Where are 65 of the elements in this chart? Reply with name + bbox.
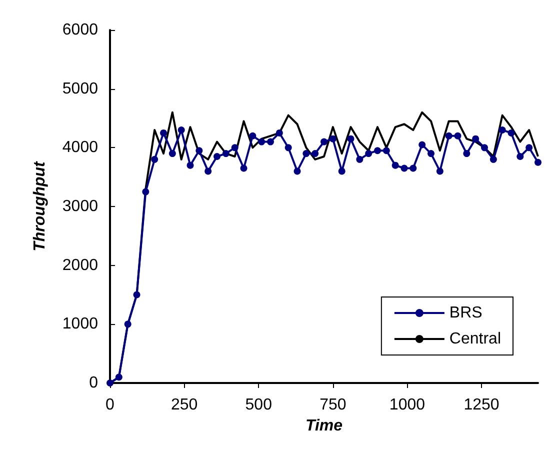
point [508,129,515,136]
point [463,150,470,158]
point [276,129,283,136]
point [249,132,256,140]
point [436,168,444,175]
point [214,152,220,160]
point [231,144,238,152]
point [196,147,203,154]
point [267,138,274,146]
y-tick-label: 3000 [62,198,98,215]
point [312,150,319,158]
x-tick-label: 0 [106,396,115,414]
point [258,138,266,146]
point [142,188,150,196]
point [365,150,372,158]
y-tick-label: 5000 [62,80,98,98]
point [151,156,158,163]
point [382,147,390,154]
point [329,135,336,142]
point [526,144,533,152]
point [472,135,480,142]
point [374,147,381,154]
point [133,291,140,298]
point [186,162,194,169]
point [160,129,167,136]
point [115,374,122,381]
point [400,164,408,172]
y-tick-label: 0 [89,374,98,392]
legend-label: Central [449,330,501,348]
point [490,156,497,163]
point [498,126,506,134]
y-tick-label: 4000 [62,139,98,156]
point [320,138,328,146]
y-tick-label: 2000 [62,256,98,274]
point [294,168,301,175]
point [338,168,346,175]
x-tick-label: 750 [320,396,346,414]
point [481,144,488,152]
point [302,150,310,158]
point [240,164,248,172]
point [516,152,524,160]
point [168,150,176,158]
x-tick-label: 500 [245,396,272,414]
y-tick-label: 6000 [62,22,98,38]
point [222,150,230,158]
point [534,158,542,166]
x-tick-label: 1250 [464,396,500,414]
x-tick-label: 1000 [389,396,426,414]
point [124,320,132,328]
point [418,141,426,148]
y-tick-label: 1000 [62,316,98,333]
point [454,132,462,140]
point [392,162,399,169]
x-tick-label: 250 [170,396,198,414]
point [356,156,364,163]
point [347,135,354,142]
point [410,164,417,172]
legend-label: BRS [449,304,482,322]
point [178,126,185,134]
point [445,132,452,140]
point [284,144,292,152]
point [204,168,212,175]
y-axis-title: Throughput [32,160,48,252]
point [428,150,434,158]
x-axis-title: Time [305,417,343,434]
